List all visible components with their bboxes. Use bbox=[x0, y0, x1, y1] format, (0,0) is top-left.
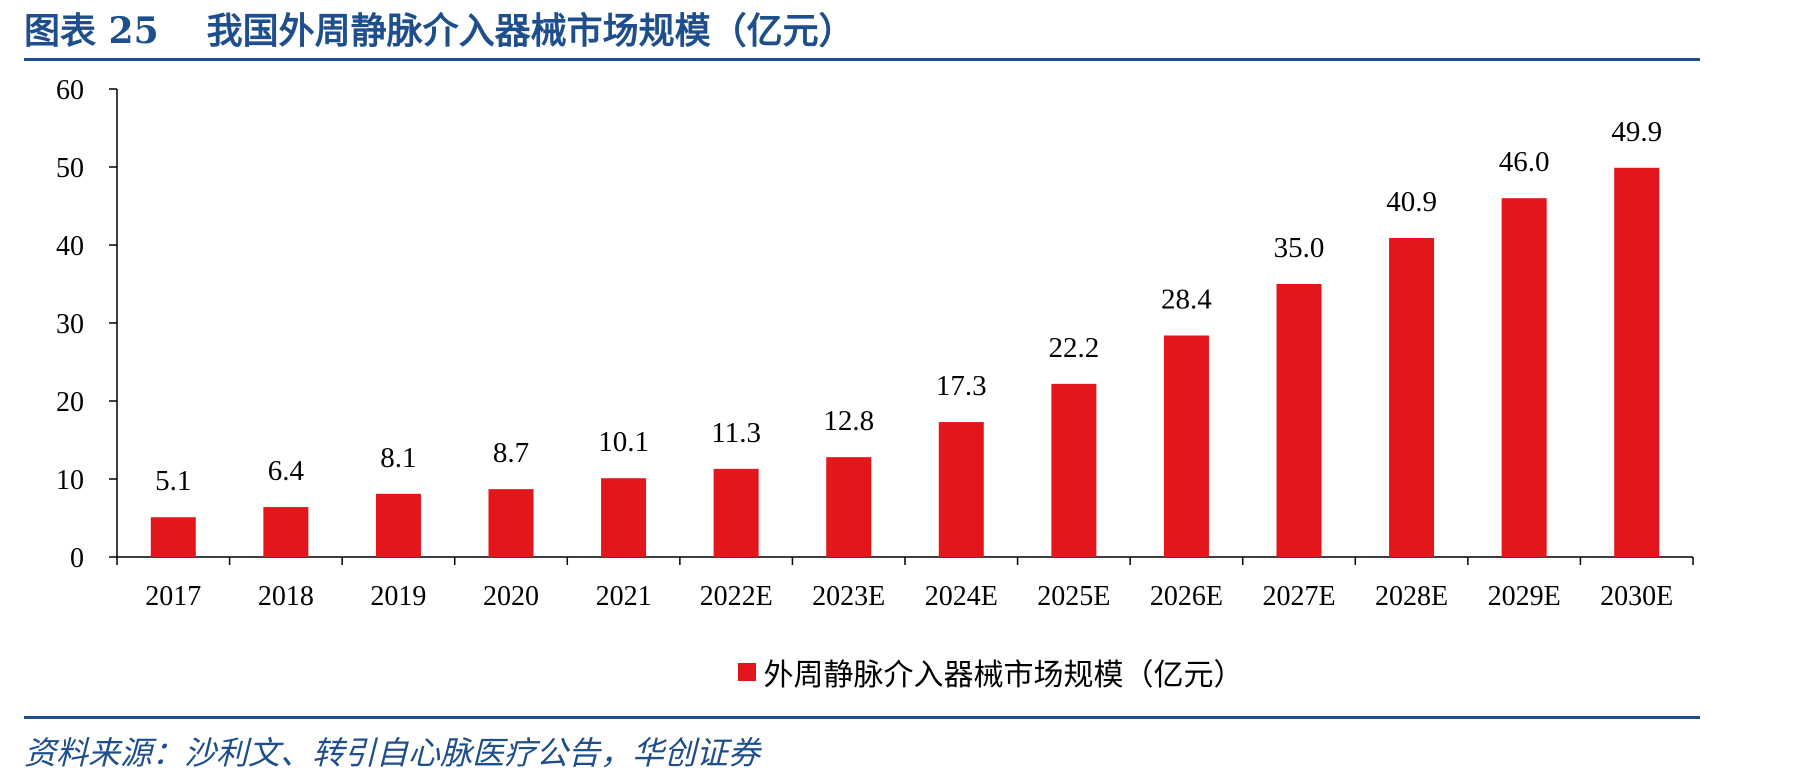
data-label: 12.8 bbox=[823, 405, 874, 437]
bar bbox=[938, 422, 984, 557]
bar bbox=[1389, 237, 1435, 558]
y-tick-label: 0 bbox=[70, 543, 84, 574]
figure-label: 图表 25 bbox=[24, 10, 159, 52]
x-tick-label: 2020 bbox=[483, 581, 539, 612]
data-label: 8.7 bbox=[493, 437, 529, 469]
x-tick-label: 2018 bbox=[258, 581, 314, 612]
data-label: 8.1 bbox=[380, 442, 416, 474]
x-tick-label: 2030E bbox=[1600, 581, 1673, 612]
bar bbox=[1614, 167, 1660, 557]
figure-header: 图表 25 我国外周静脉介入器械市场规模（亿元） bbox=[24, 4, 855, 52]
bar bbox=[488, 489, 534, 557]
x-tick-label: 2023E bbox=[812, 581, 885, 612]
source-note: 资料来源：沙利文、转引自心脉医疗公告，华创证券 bbox=[24, 734, 761, 772]
data-label: 40.9 bbox=[1386, 186, 1437, 218]
bar bbox=[826, 457, 872, 557]
x-tick-label: 2024E bbox=[925, 581, 998, 612]
bar bbox=[713, 468, 759, 557]
bar bbox=[601, 478, 647, 557]
footer-rule bbox=[24, 716, 1700, 719]
bar bbox=[150, 517, 196, 557]
data-label: 35.0 bbox=[1274, 232, 1325, 264]
header-rule bbox=[24, 58, 1700, 61]
x-tick-label: 2027E bbox=[1262, 581, 1335, 612]
data-label: 17.3 bbox=[936, 370, 987, 402]
data-label: 46.0 bbox=[1499, 146, 1550, 178]
data-label: 49.9 bbox=[1611, 116, 1662, 148]
data-label: 28.4 bbox=[1161, 283, 1212, 315]
figure-title: 我国外周静脉介入器械市场规模（亿元） bbox=[206, 10, 855, 52]
x-tick-label: 2017 bbox=[145, 581, 201, 612]
x-tick-label: 2026E bbox=[1150, 581, 1223, 612]
x-tick-label: 2022E bbox=[700, 581, 773, 612]
x-tick-label: 2029E bbox=[1488, 581, 1561, 612]
bar bbox=[1051, 383, 1097, 557]
x-tick-label: 2021 bbox=[596, 581, 652, 612]
data-label: 22.2 bbox=[1048, 332, 1099, 364]
y-tick-label: 40 bbox=[56, 231, 84, 262]
y-tick-label: 20 bbox=[56, 387, 84, 418]
y-tick-label: 50 bbox=[56, 153, 84, 184]
x-tick-label: 2025E bbox=[1037, 581, 1110, 612]
y-tick-label: 60 bbox=[56, 75, 84, 106]
data-label: 5.1 bbox=[155, 465, 191, 497]
x-tick-label: 2028E bbox=[1375, 581, 1448, 612]
bar bbox=[1276, 284, 1322, 557]
y-tick-label: 30 bbox=[56, 309, 84, 340]
bar bbox=[1501, 198, 1547, 557]
data-label: 10.1 bbox=[598, 426, 649, 458]
y-tick-label: 10 bbox=[56, 465, 84, 496]
data-label: 6.4 bbox=[268, 455, 305, 487]
bar bbox=[1163, 335, 1209, 557]
bar bbox=[375, 493, 421, 557]
data-label: 11.3 bbox=[711, 417, 761, 449]
x-tick-label: 2019 bbox=[370, 581, 426, 612]
bar bbox=[263, 507, 309, 557]
